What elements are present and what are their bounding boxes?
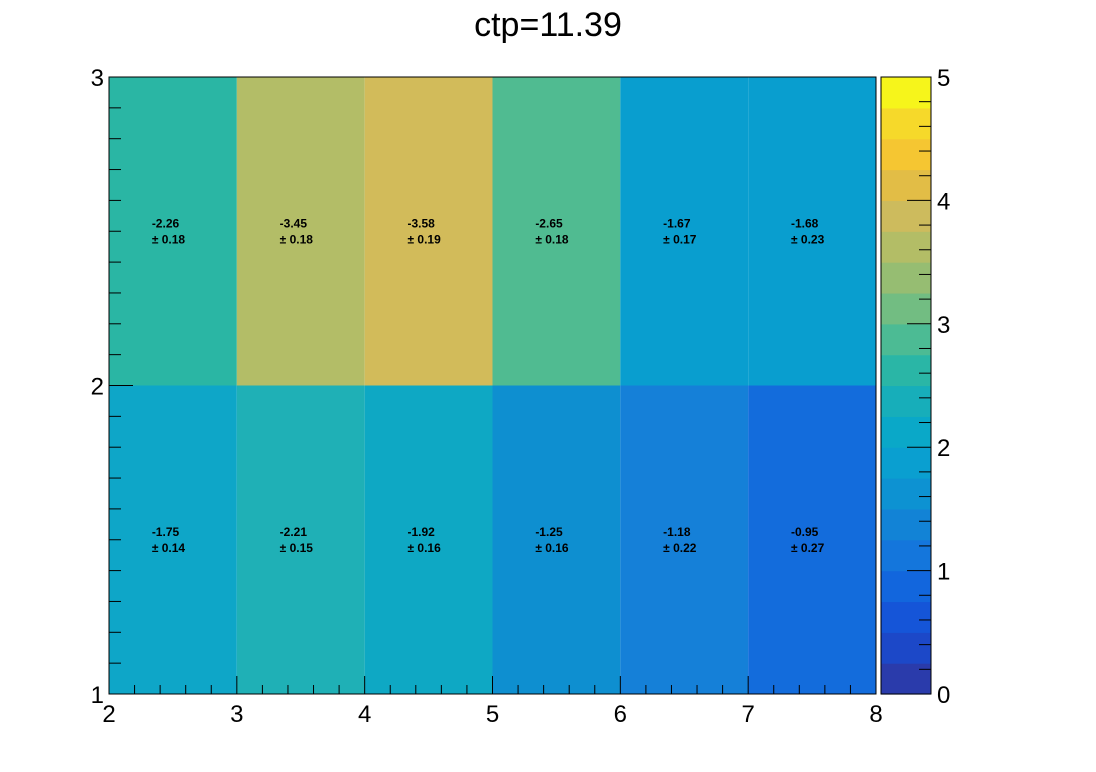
color-scale-segment [881,292,931,325]
z-tick-label: 5 [937,65,950,92]
cell-error: ± 0.15 [280,541,314,555]
color-scale-segment [881,169,931,201]
y-tick-label: 2 [91,374,104,401]
color-scale-segment [881,570,931,603]
color-scale-segment [881,385,931,417]
y-tick-label: 3 [91,65,104,92]
cell-error: ± 0.19 [407,232,441,246]
cell-value: -3.58 [407,216,435,230]
cell-value: -1.92 [407,525,435,539]
color-scale-segment [881,200,931,232]
cell-error: ± 0.27 [791,541,825,555]
color-scale-segment [881,107,931,140]
heatmap-cell [748,385,876,694]
cell-value: -0.95 [791,525,819,539]
x-axis: 2 3 4 5 6 7 8 [102,676,883,728]
heatmap-cell [236,385,365,694]
heatmap-cell [236,77,365,386]
color-scale-segment [881,354,931,387]
cell-value: -1.25 [535,525,563,539]
y-tick-label: 1 [91,682,104,709]
heatmap-cells [109,77,876,694]
cell-value: -1.67 [663,216,691,230]
cell-value: -2.26 [152,216,180,230]
x-tick-label: 3 [230,701,243,728]
heatmap-cell [748,77,876,386]
color-scale-segment [881,77,931,109]
color-scale-segment [881,663,931,695]
x-tick-label: 6 [614,701,627,728]
z-tick-label: 2 [937,435,950,462]
cell-error: ± 0.22 [663,541,697,555]
heatmap-cell [109,385,237,694]
color-scale-segment [881,138,931,171]
heatmap-cell [109,77,237,386]
color-scale-segment [881,323,931,356]
cell-error: ± 0.16 [535,541,569,555]
heatmap-cell [364,385,493,694]
z-tick-label: 4 [937,188,950,215]
cell-error: ± 0.18 [280,232,314,246]
cell-error: ± 0.18 [535,232,569,246]
cell-error: ± 0.14 [152,541,186,555]
cell-value: -2.21 [280,525,308,539]
color-scale-segment [881,478,931,510]
x-tick-label: 4 [358,701,371,728]
heatmap-cell [620,77,749,386]
color-scale-segment [881,601,931,633]
color-scale-segment [881,231,931,263]
cell-value: -2.65 [535,216,563,230]
cell-value: -3.45 [280,216,308,230]
cell-error: ± 0.17 [663,232,697,246]
x-tick-label: 2 [102,701,115,728]
cell-value: -1.18 [663,525,691,539]
color-scale-segment [881,262,931,294]
heatmap-cell [364,77,493,386]
heatmap-cell [492,77,621,386]
color-scale-segment [881,416,931,448]
z-tick-label: 0 [937,682,950,709]
cell-error: ± 0.16 [407,541,441,555]
color-scale-segment [881,539,931,572]
heatmap-cell [620,385,749,694]
chart-title: ctp=11.39 [474,6,622,44]
color-scale-frame [880,76,932,695]
z-tick-label: 3 [937,312,950,339]
x-tick-label: 8 [869,701,882,728]
color-scale-segment [881,447,931,479]
cell-error: ± 0.18 [152,232,186,246]
x-tick-label: 5 [486,701,499,728]
y-axis: 1 2 3 [91,65,133,709]
z-tick-label: 1 [937,559,950,586]
cell-value: -1.68 [791,216,819,230]
cell-value: -1.75 [152,525,180,539]
color-scale-segment [881,508,931,541]
heatmap-cell [492,385,621,694]
color-scale-segment [881,632,931,664]
color-scale: 0 1 2 3 4 5 [880,65,950,709]
cell-labels: -1.75 ± 0.14 -2.21 ± 0.15 -1.92 ± 0.16 -1.25 ± … [152,216,825,555]
x-tick-label: 7 [741,701,754,728]
cell-error: ± 0.23 [791,232,825,246]
